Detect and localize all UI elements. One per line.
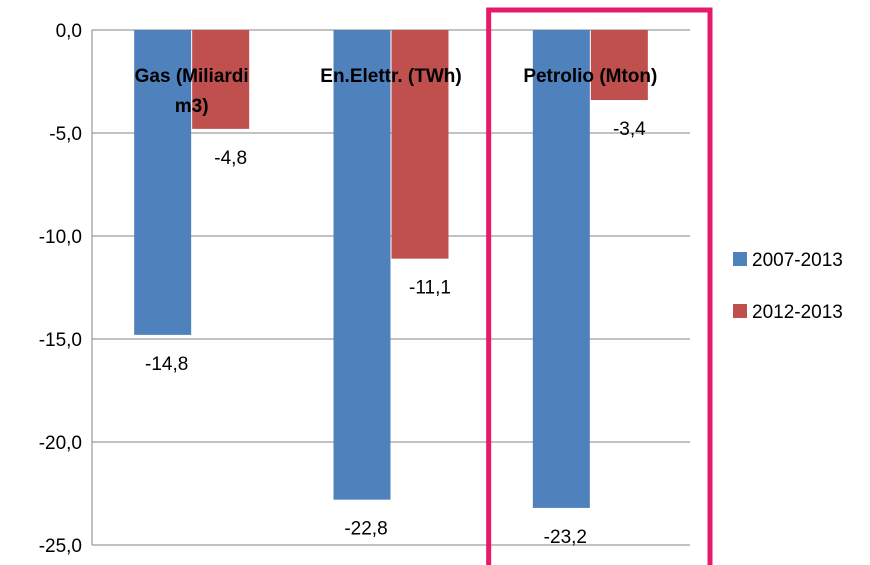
legend-label: 2007-2013 xyxy=(752,250,843,271)
legend-swatch xyxy=(733,252,747,266)
data-label: -4,8 xyxy=(214,148,247,169)
y-tick-label: -10,0 xyxy=(39,227,82,248)
legend-swatch xyxy=(733,304,747,318)
y-tick-label: -25,0 xyxy=(39,536,82,557)
highlight-box xyxy=(486,7,713,565)
y-axis-tick-labels: 0,0 -5,0 -10,0 -15,0 -20,0 -25,0 xyxy=(39,21,82,557)
data-label: -14,8 xyxy=(145,354,188,375)
category-labels: Gas (Miliardi m3) En.Elettr. (TWh) Petrolio… xyxy=(135,66,658,117)
legend: 2007-2013 2012-2013 xyxy=(733,250,843,323)
bar-2012-2013-1 xyxy=(391,30,449,259)
category-label: Petrolio (Mton) xyxy=(523,66,657,87)
highlight-frame xyxy=(486,7,713,565)
y-tick-label: -5,0 xyxy=(49,124,82,145)
category-label: En.Elettr. (TWh) xyxy=(320,66,461,87)
data-label: -22,8 xyxy=(344,519,387,540)
category-label: Gas (Miliardi xyxy=(135,66,249,87)
y-tick-label: 0,0 xyxy=(56,21,82,42)
bar-2007-2013-2 xyxy=(532,30,590,508)
data-label: -3,4 xyxy=(613,119,646,140)
bar-2012-2013-2 xyxy=(590,30,648,101)
data-label: -11,1 xyxy=(409,278,451,299)
bar-2012-2013-0 xyxy=(192,30,250,129)
bars xyxy=(134,30,648,508)
bar-2007-2013-1 xyxy=(333,30,391,500)
y-tick-label: -15,0 xyxy=(39,330,82,351)
data-label: -23,2 xyxy=(544,527,587,548)
y-tick-label: -20,0 xyxy=(39,433,82,454)
bar-2007-2013-0 xyxy=(134,30,192,335)
data-labels: -14,8 -4,8 -22,8 -11,1 -23,2 -3,4 xyxy=(145,119,646,548)
grid-lines xyxy=(91,29,690,546)
legend-label: 2012-2013 xyxy=(752,302,843,323)
category-label: m3) xyxy=(175,96,209,117)
